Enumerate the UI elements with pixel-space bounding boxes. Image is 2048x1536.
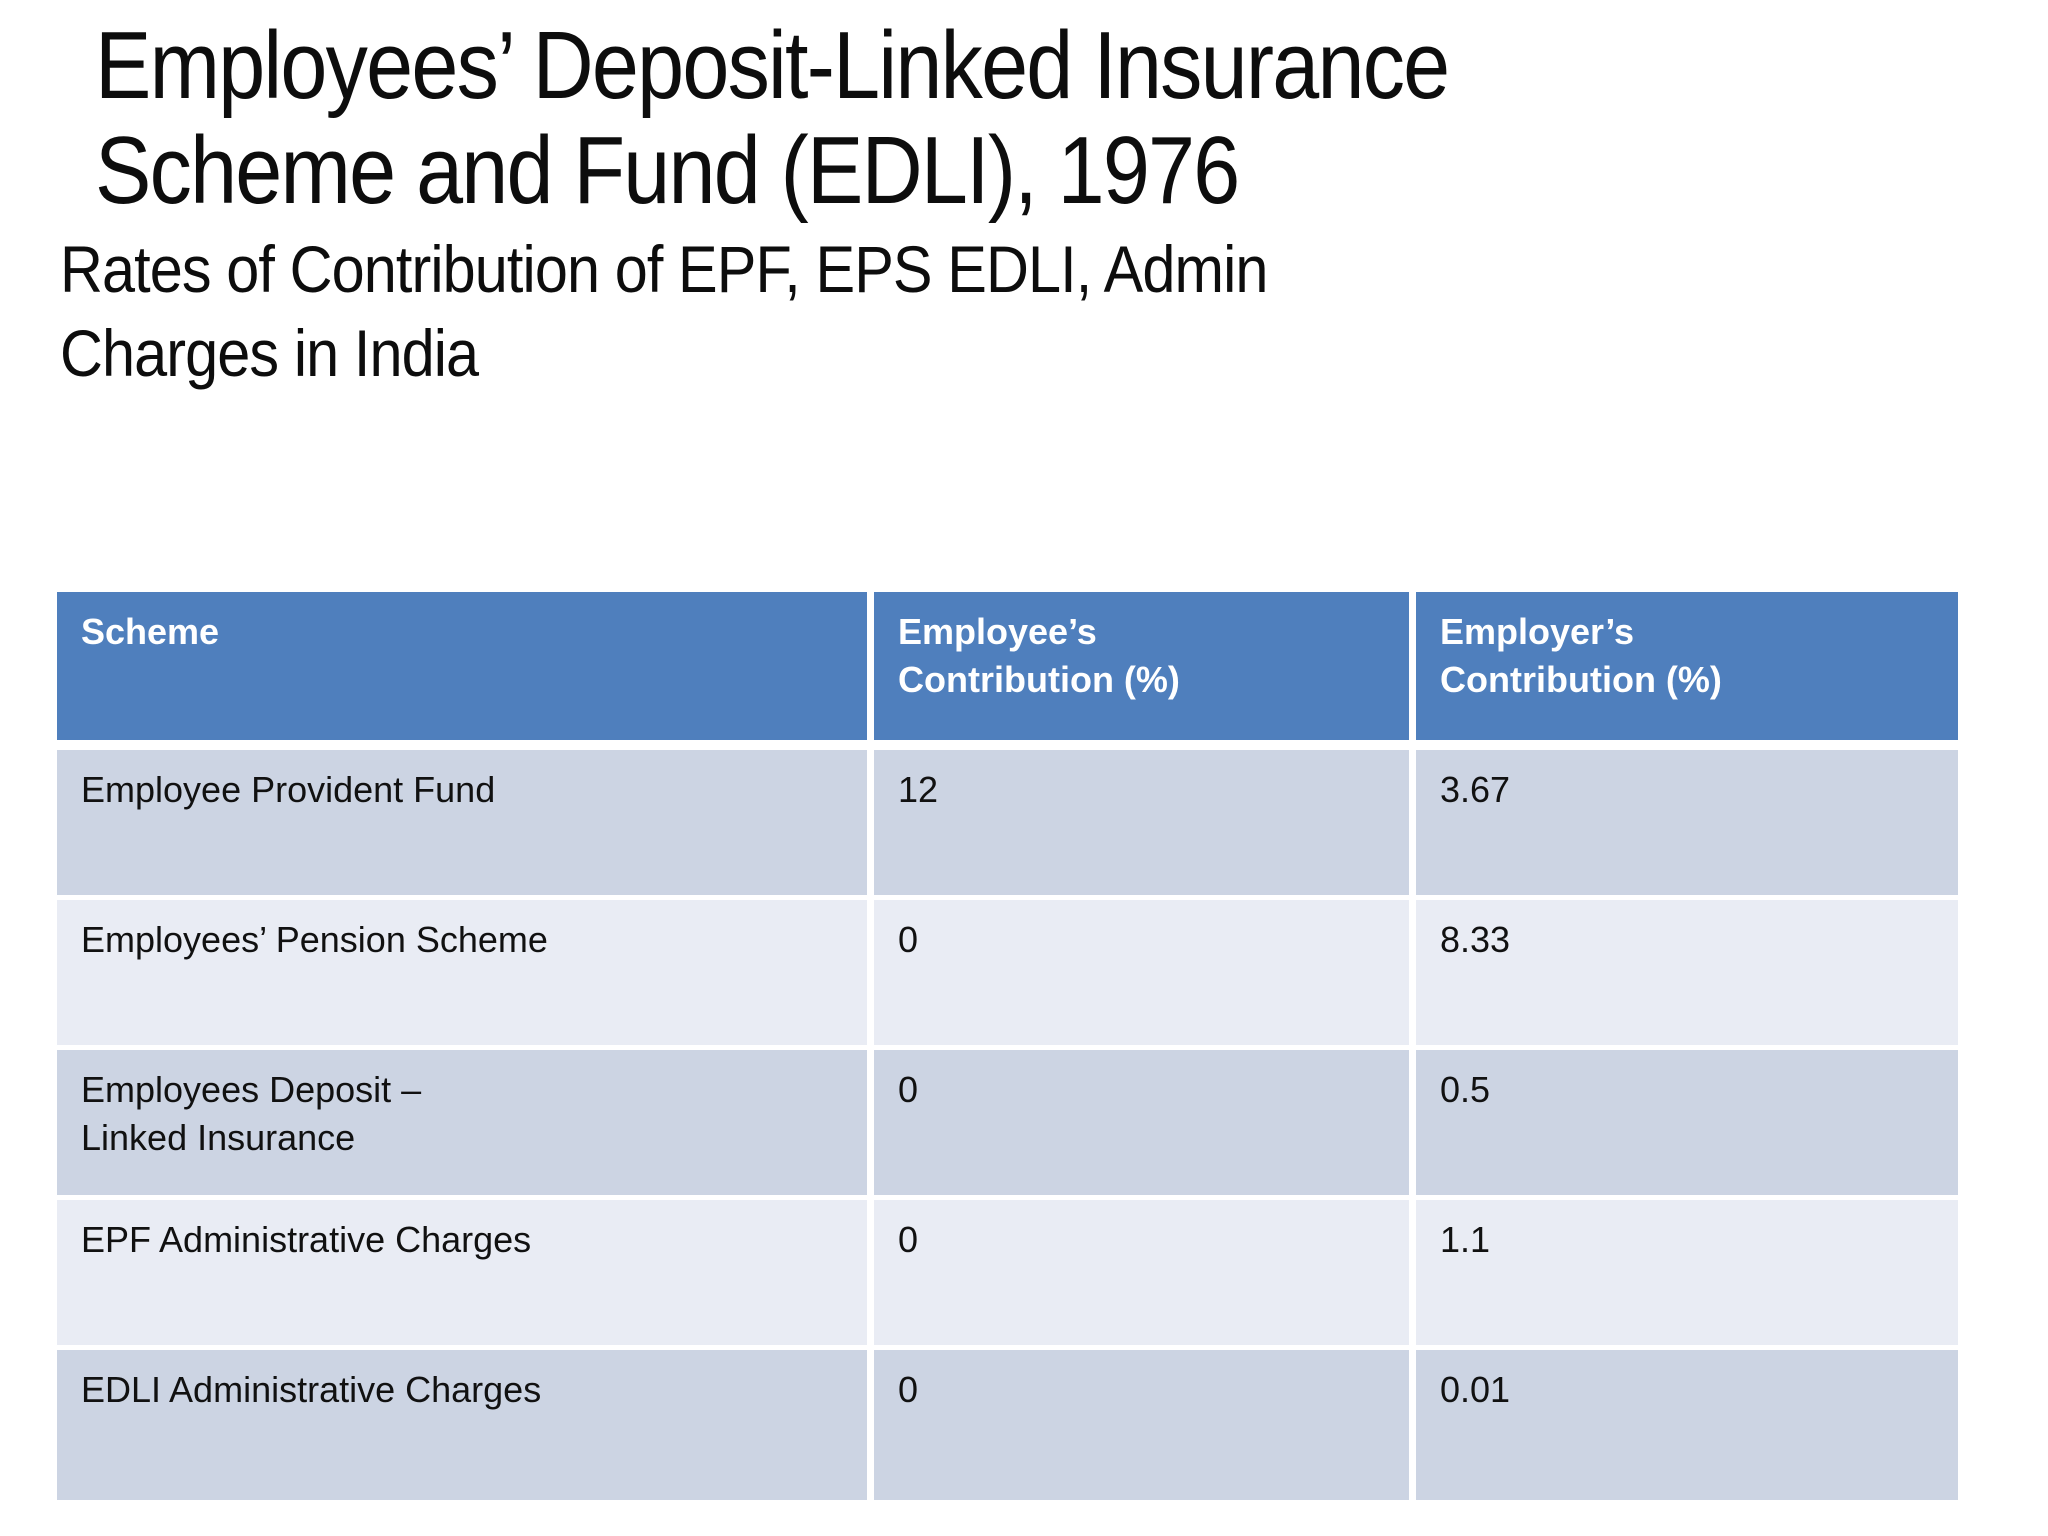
cell-employee-contribution: 0 (874, 1200, 1416, 1350)
table-row: Employees Deposit – Linked Insurance 0 0… (57, 1050, 1958, 1200)
table-row: EPF Administrative Charges 0 1.1 (57, 1200, 1958, 1350)
slide-title-line-2: Scheme and Fund (EDLI), 1976 (95, 116, 1240, 224)
cell-scheme: EPF Administrative Charges (57, 1200, 874, 1350)
cell-scheme: Employees’ Pension Scheme (57, 900, 874, 1050)
slide-subtitle-line-1: Rates of Contribution of EPF, EPS EDLI, … (60, 232, 1268, 306)
column-header-scheme: Scheme (57, 592, 874, 750)
cell-employer-contribution: 0.01 (1416, 1350, 1958, 1500)
table-row: Employee Provident Fund 12 3.67 (57, 750, 1958, 900)
contribution-rates-table: Scheme Employee’s Contribution (%) Emplo… (57, 592, 1958, 1500)
cell-employer-contribution: 1.1 (1416, 1200, 1958, 1350)
table-row: EDLI Administrative Charges 0 0.01 (57, 1350, 1958, 1500)
cell-employee-contribution: 0 (874, 900, 1416, 1050)
cell-employee-contribution: 12 (874, 750, 1416, 900)
cell-employer-contribution: 0.5 (1416, 1050, 1958, 1200)
cell-scheme: EDLI Administrative Charges (57, 1350, 874, 1500)
column-header-employer-contribution: Employer’s Contribution (%) (1416, 592, 1958, 750)
slide-title-line-1: Employees’ Deposit-Linked Insurance (95, 12, 1450, 119)
table-header-row: Scheme Employee’s Contribution (%) Emplo… (57, 592, 1958, 750)
slide-subtitle-line-2: Charges in India (60, 315, 479, 390)
slide-title: Employees’ Deposit-Linked Insurance Sche… (95, 12, 1450, 224)
cell-employer-contribution: 3.67 (1416, 750, 1958, 900)
column-header-employee-contribution: Employee’s Contribution (%) (874, 592, 1416, 750)
cell-scheme: Employees Deposit – Linked Insurance (57, 1050, 874, 1200)
slide-subtitle: Rates of Contribution of EPF, EPS EDLI, … (60, 228, 1268, 396)
cell-employer-contribution: 8.33 (1416, 900, 1958, 1050)
table-row: Employees’ Pension Scheme 0 8.33 (57, 900, 1958, 1050)
cell-employee-contribution: 0 (874, 1050, 1416, 1200)
cell-scheme: Employee Provident Fund (57, 750, 874, 900)
cell-employee-contribution: 0 (874, 1350, 1416, 1500)
